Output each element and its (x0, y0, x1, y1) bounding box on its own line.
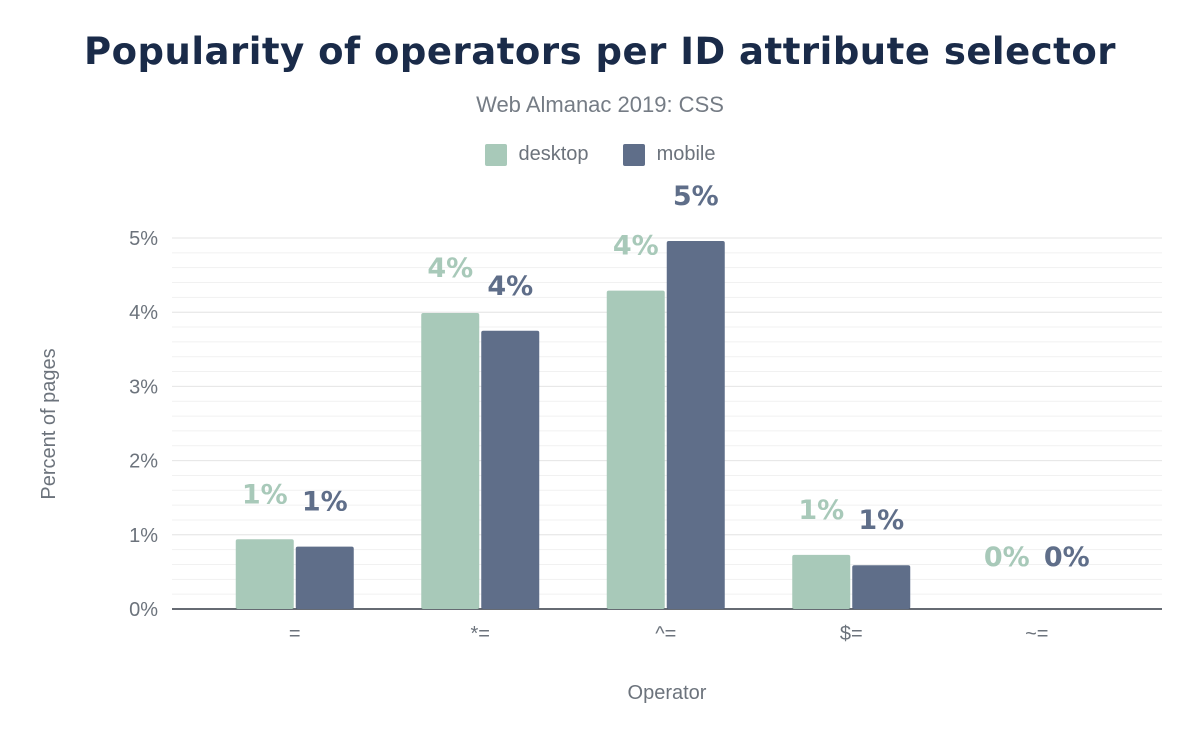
bar-mobile (852, 565, 911, 609)
bar-desktop (792, 554, 851, 609)
bar-desktop (421, 312, 480, 609)
y-tick-label: 0% (129, 599, 158, 621)
legend-swatch-desktop (484, 143, 507, 166)
bar-mobile (481, 330, 540, 609)
legend: desktop mobile (0, 143, 1200, 166)
y-tick-label: 1% (129, 525, 158, 547)
y-axis-title: Percent of pages (38, 348, 60, 499)
legend-item-desktop[interactable]: desktop (484, 143, 589, 166)
x-tick-label: ^= (655, 623, 676, 645)
x-tick-label: *= (471, 623, 490, 645)
x-tick-label: $= (840, 623, 863, 645)
data-label-mobile: 1% (858, 505, 904, 536)
y-tick-label: 4% (129, 302, 158, 324)
data-label-desktop: 1% (798, 495, 844, 526)
x-tick-label: = (289, 623, 301, 645)
bar-mobile (295, 546, 354, 609)
chart-title: Popularity of operators per ID attribute… (83, 30, 1116, 73)
legend-label-mobile: mobile (656, 143, 716, 165)
x-tick-label: ~= (1025, 623, 1048, 645)
bar-desktop (606, 290, 665, 609)
y-tick-label: 5% (129, 228, 158, 250)
data-label-mobile: 0% (1044, 542, 1090, 573)
bar-mobile (666, 240, 725, 609)
bar-desktop (235, 539, 294, 609)
data-label-desktop: 4% (427, 253, 473, 284)
legend-label-desktop: desktop (518, 143, 589, 165)
data-label-mobile: 4% (487, 271, 533, 302)
data-label-desktop: 0% (984, 542, 1030, 573)
legend-item-mobile[interactable]: mobile (622, 143, 716, 166)
data-label-mobile: 1% (302, 487, 348, 518)
data-label-desktop: 1% (242, 479, 288, 510)
y-tick-label: 2% (129, 451, 158, 473)
chart-subtitle: Web Almanac 2019: CSS (476, 92, 724, 117)
data-label-mobile: 5% (673, 181, 719, 212)
y-tick-label: 3% (129, 376, 158, 398)
data-label-desktop: 4% (613, 231, 659, 262)
legend-swatch-mobile (622, 143, 645, 166)
x-axis-title: Operator (628, 682, 707, 704)
